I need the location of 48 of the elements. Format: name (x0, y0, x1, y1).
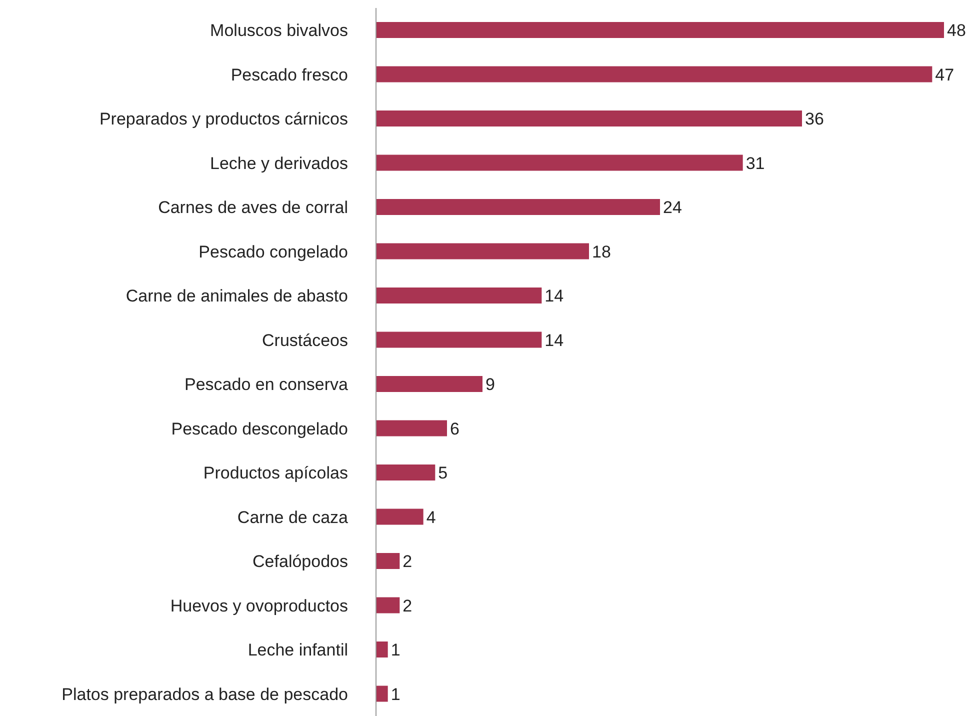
bar (376, 642, 388, 658)
y-tick-label: Productos apícolas (203, 464, 348, 483)
data-label: 14 (544, 286, 564, 306)
bar (376, 243, 589, 260)
bar (376, 553, 400, 569)
y-tick-label: Moluscos bivalvos (210, 21, 348, 40)
bar (376, 376, 482, 392)
data-label: 1 (390, 640, 400, 660)
data-label: 2 (402, 552, 412, 572)
y-tick-label: Crustáceos (262, 330, 348, 350)
data-label: 2 (402, 596, 412, 616)
bar (376, 464, 436, 480)
bar (376, 420, 447, 436)
data-label: 47 (935, 65, 954, 84)
y-tick-label: Carnes de aves de corral (158, 198, 348, 218)
bar (376, 508, 424, 525)
bar (376, 110, 802, 126)
data-label: 6 (450, 419, 460, 438)
y-tick-label: Carne de caza (237, 508, 349, 527)
y-tick-label: Pescado en conserva (184, 375, 349, 394)
y-tick-label: Leche infantil (248, 640, 348, 660)
bar (376, 332, 542, 348)
data-label: 14 (544, 330, 564, 350)
bar (376, 686, 388, 702)
y-tick-label: Pescado fresco (230, 65, 348, 84)
y-tick-label: Leche y derivados (210, 154, 348, 173)
data-label: 1 (390, 684, 400, 704)
data-label: 4 (426, 508, 436, 527)
bar (376, 66, 932, 82)
bar (376, 597, 400, 614)
y-tick-label: Pescado congelado (198, 242, 348, 262)
bar (376, 199, 660, 215)
bar (376, 288, 542, 304)
data-label: 24 (663, 198, 682, 218)
y-tick-label: Carne de animales de abasto (126, 286, 348, 306)
data-label: 9 (486, 375, 495, 394)
data-label: 18 (592, 242, 611, 262)
y-tick-label: Pescado descongelado (171, 419, 348, 438)
bar (376, 22, 944, 38)
y-tick-label: Huevos y ovoproductos (170, 596, 348, 616)
data-label: 36 (805, 110, 824, 129)
y-tick-label: Cefalópodos (252, 552, 348, 572)
y-tick-label: Platos preparados a base de pescado (62, 684, 348, 704)
data-label: 31 (746, 154, 765, 173)
bar (376, 154, 743, 171)
data-label: 48 (947, 21, 966, 40)
data-label: 5 (438, 464, 448, 483)
y-tick-label: Preparados y productos cárnicos (99, 110, 348, 129)
